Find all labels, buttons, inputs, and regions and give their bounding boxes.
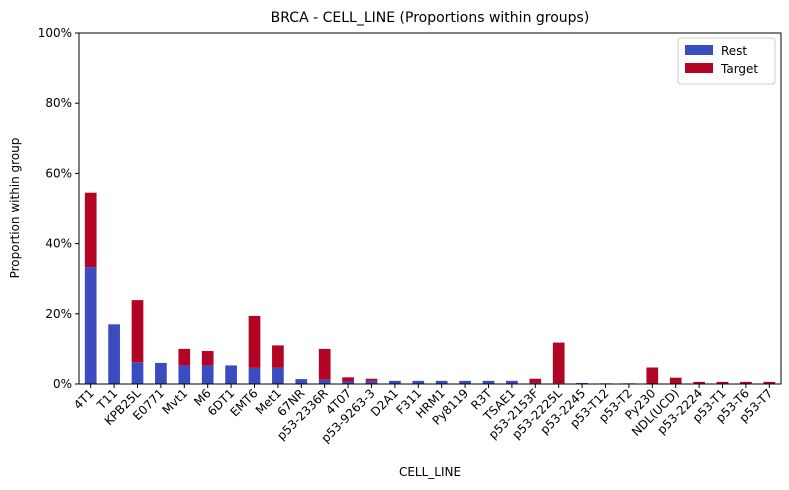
y-axis-label: Proportion within group: [8, 138, 22, 279]
bar-target-p53-2225L: [552, 342, 565, 384]
bar-rest-4T07: [342, 381, 354, 384]
x-tick-label: 4T1: [71, 386, 97, 412]
bar-rest-T11: [108, 324, 120, 384]
bar-rest-D2A1: [389, 380, 401, 384]
legend-label-target: Target: [720, 62, 758, 76]
bar-rest-E0771: [155, 362, 167, 384]
bar-target-EMT6: [248, 315, 261, 368]
bar-rest-p53-2245: [576, 382, 588, 384]
legend-swatch-rest: [685, 45, 713, 55]
plot-frame: [78, 32, 782, 385]
y-tick-label: 20%: [45, 307, 72, 321]
y-tick-label: 40%: [45, 237, 72, 251]
chart-title: BRCA - CELL_LINE (Proportions within gro…: [271, 10, 590, 26]
bar-rest-Py8119: [459, 380, 471, 384]
bar-rest-6DT1: [225, 365, 237, 384]
legend: Rest Target: [677, 37, 776, 85]
bar-rest-p53-2153F: [529, 382, 542, 384]
bar-target-p53-2224: [693, 381, 705, 384]
bar-rest-M6: [201, 365, 214, 384]
y-tick-label: 0%: [53, 377, 72, 391]
bars-group: [84, 192, 776, 384]
bar-target-p53-T7: [763, 381, 776, 384]
y-tick-label: 60%: [45, 166, 72, 180]
bar-rest-p53-2336R: [318, 379, 331, 384]
bar-rest-EMT6: [248, 367, 261, 384]
x-tick-label: Mvt1: [159, 386, 190, 417]
bar-target-4T07: [342, 377, 354, 382]
bar-rest-4T1: [84, 267, 97, 384]
bar-rest-KPB25L: [131, 362, 144, 384]
bar-rest-HRM1: [435, 380, 448, 384]
bar-rest-Met1: [272, 367, 284, 384]
bar-target-M6: [201, 351, 214, 366]
x-tick-label: D2A1: [368, 386, 401, 419]
bar-target-p53-2153F: [529, 378, 542, 383]
bar-target-p53-2336R: [318, 348, 331, 380]
x-axis-label: CELL_LINE: [399, 465, 461, 479]
bar-rest-F311: [412, 380, 425, 384]
bar-rest-R3T: [482, 380, 495, 384]
bar-target-KPB25L: [131, 300, 144, 363]
y-tick-label: 100%: [38, 26, 72, 40]
legend-swatch-target: [685, 63, 713, 73]
y-tick-label: 80%: [45, 96, 72, 110]
bar-target-p53-T6: [740, 381, 752, 384]
bar-rest-p53-9263-3: [365, 380, 378, 384]
bar-target-Met1: [272, 345, 284, 368]
bar-target-Py230: [646, 367, 659, 384]
x-tick-label: EMT6: [227, 386, 260, 419]
bar-target-4T1: [84, 192, 97, 268]
bar-target-NDL(UCD): [669, 377, 682, 384]
y-axis: 0% 20% 40% 60% 80% 100%: [38, 26, 79, 391]
bar-target-p53-T1: [716, 381, 729, 384]
legend-label-rest: Rest: [721, 44, 747, 58]
bar-rest-TSAE1: [506, 380, 518, 384]
bar-rest-67NR: [295, 379, 308, 384]
bar-target-p53-9263-3: [365, 378, 378, 381]
bar-rest-Mvt1: [178, 365, 191, 384]
bar-target-Mvt1: [178, 348, 191, 366]
